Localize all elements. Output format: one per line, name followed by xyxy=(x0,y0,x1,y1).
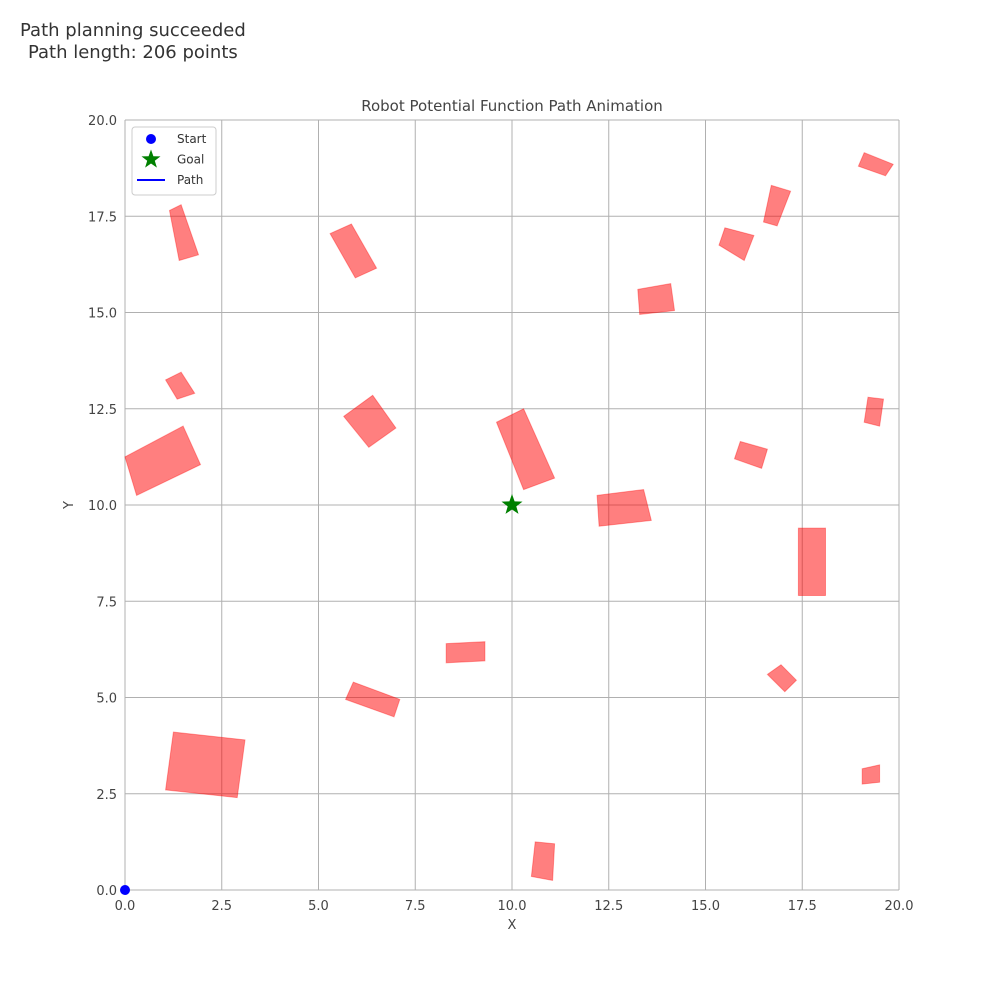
obstacle xyxy=(124,425,202,497)
y-axis-title: Y xyxy=(62,501,77,510)
obstacle xyxy=(596,489,652,527)
legend-label: Goal xyxy=(177,153,204,167)
obstacle xyxy=(797,527,826,596)
status-line-result: Path planning succeeded xyxy=(20,20,246,41)
obstacle xyxy=(495,408,556,491)
y-tick-label: 0.0 xyxy=(96,884,117,899)
y-tick-label: 20.0 xyxy=(88,114,117,129)
obstacle xyxy=(637,283,676,315)
status-text: Path planning succeeded Path length: 206… xyxy=(20,20,246,64)
status-line-path-length: Path length: 206 points xyxy=(27,42,238,63)
tick-labels: 0.0 2.5 5.0 7.5 10.0 12.5 15.0 17.5 20.0 0.0 2.5 5.… xyxy=(88,114,913,914)
x-tick-label: 15.0 xyxy=(691,899,720,914)
legend-start-marker xyxy=(146,134,156,144)
x-tick-label: 10.0 xyxy=(498,899,527,914)
obstacle xyxy=(857,152,894,177)
x-tick-label: 17.5 xyxy=(788,899,817,914)
obstacle xyxy=(445,641,486,664)
obstacle xyxy=(718,227,755,262)
obstacle xyxy=(861,764,881,785)
y-tick-label: 12.5 xyxy=(88,403,117,418)
legend-goal-marker xyxy=(141,149,161,168)
y-tick-label: 15.0 xyxy=(88,307,117,322)
x-tick-label: 20.0 xyxy=(885,899,914,914)
legend-label: Path xyxy=(177,173,203,187)
x-tick-label: 0.0 xyxy=(115,899,136,914)
y-tick-label: 17.5 xyxy=(88,210,117,225)
markers xyxy=(120,494,523,895)
obstacle xyxy=(329,223,378,279)
obstacle xyxy=(766,664,798,693)
chart-title: Robot Potential Function Path Animation xyxy=(361,97,663,115)
y-tick-label: 7.5 xyxy=(96,595,117,610)
x-axis-title: X xyxy=(508,918,517,933)
goal-marker xyxy=(501,494,523,514)
y-tick-label: 5.0 xyxy=(96,692,117,707)
legend-label: Start xyxy=(177,132,207,146)
obstacle xyxy=(342,394,397,448)
obstacle xyxy=(344,681,401,718)
legend-box xyxy=(131,126,217,196)
obstacle xyxy=(733,440,769,470)
obstacle xyxy=(863,396,885,427)
legend: Start Goal Path xyxy=(131,126,217,196)
x-tick-label: 12.5 xyxy=(594,899,623,914)
y-tick-label: 2.5 xyxy=(96,788,117,803)
obstacle xyxy=(168,203,200,262)
obstacle xyxy=(165,731,246,799)
obstacles xyxy=(124,152,894,881)
x-tick-label: 2.5 xyxy=(211,899,232,914)
start-marker xyxy=(120,885,130,895)
obstacle xyxy=(762,184,792,227)
obstacle xyxy=(164,371,196,400)
x-tick-label: 5.0 xyxy=(308,899,329,914)
y-tick-label: 10.0 xyxy=(88,499,117,514)
obstacle xyxy=(530,841,556,881)
x-tick-label: 7.5 xyxy=(405,899,426,914)
